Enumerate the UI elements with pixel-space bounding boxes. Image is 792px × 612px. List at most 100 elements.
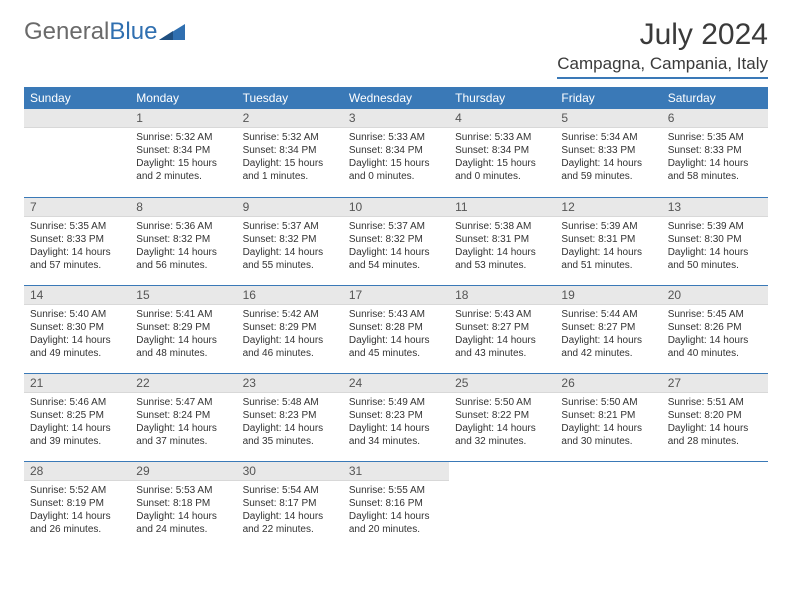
day-detail-line: Daylight: 14 hours <box>668 246 762 259</box>
day-detail-line: Sunset: 8:23 PM <box>349 409 443 422</box>
day-number: 2 <box>237 109 343 128</box>
week-row: 28Sunrise: 5:52 AMSunset: 8:19 PMDayligh… <box>24 461 768 549</box>
day-detail-line: and 58 minutes. <box>668 170 762 183</box>
weekday-header: Monday <box>130 87 236 109</box>
day-details: Sunrise: 5:37 AMSunset: 8:32 PMDaylight:… <box>237 217 343 278</box>
day-cell: 14Sunrise: 5:40 AMSunset: 8:30 PMDayligh… <box>24 285 130 373</box>
day-cell: 3Sunrise: 5:33 AMSunset: 8:34 PMDaylight… <box>343 109 449 197</box>
day-cell: 23Sunrise: 5:48 AMSunset: 8:23 PMDayligh… <box>237 373 343 461</box>
day-number: 17 <box>343 286 449 305</box>
day-cell: 24Sunrise: 5:49 AMSunset: 8:23 PMDayligh… <box>343 373 449 461</box>
day-number: 12 <box>555 198 661 217</box>
day-number: 1 <box>130 109 236 128</box>
day-number: 16 <box>237 286 343 305</box>
day-number: 4 <box>449 109 555 128</box>
day-number: 22 <box>130 374 236 393</box>
day-detail-line: Sunrise: 5:53 AM <box>136 484 230 497</box>
day-cell: 6Sunrise: 5:35 AMSunset: 8:33 PMDaylight… <box>662 109 768 197</box>
day-detail-line: Daylight: 14 hours <box>243 246 337 259</box>
day-detail-line: Daylight: 14 hours <box>668 422 762 435</box>
day-detail-line: and 53 minutes. <box>455 259 549 272</box>
day-cell: 7Sunrise: 5:35 AMSunset: 8:33 PMDaylight… <box>24 197 130 285</box>
day-details: Sunrise: 5:49 AMSunset: 8:23 PMDaylight:… <box>343 393 449 454</box>
day-detail-line: Sunrise: 5:50 AM <box>455 396 549 409</box>
day-detail-line: Sunrise: 5:43 AM <box>349 308 443 321</box>
day-details: Sunrise: 5:33 AMSunset: 8:34 PMDaylight:… <box>343 128 449 189</box>
day-number: 7 <box>24 198 130 217</box>
day-detail-line: Daylight: 14 hours <box>243 422 337 435</box>
day-detail-line: Daylight: 14 hours <box>136 422 230 435</box>
day-details: Sunrise: 5:35 AMSunset: 8:33 PMDaylight:… <box>662 128 768 189</box>
weekday-header: Saturday <box>662 87 768 109</box>
day-detail-line: Sunset: 8:16 PM <box>349 497 443 510</box>
day-detail-line: Sunset: 8:19 PM <box>30 497 124 510</box>
day-number: 23 <box>237 374 343 393</box>
day-detail-line: Sunset: 8:26 PM <box>668 321 762 334</box>
day-details: Sunrise: 5:39 AMSunset: 8:31 PMDaylight:… <box>555 217 661 278</box>
day-cell: 31Sunrise: 5:55 AMSunset: 8:16 PMDayligh… <box>343 461 449 549</box>
day-detail-line: Daylight: 14 hours <box>136 334 230 347</box>
day-details: Sunrise: 5:41 AMSunset: 8:29 PMDaylight:… <box>130 305 236 366</box>
day-detail-line: and 48 minutes. <box>136 347 230 360</box>
day-detail-line: Sunrise: 5:47 AM <box>136 396 230 409</box>
day-cell: 10Sunrise: 5:37 AMSunset: 8:32 PMDayligh… <box>343 197 449 285</box>
day-detail-line: Sunset: 8:27 PM <box>455 321 549 334</box>
day-detail-line: Sunrise: 5:55 AM <box>349 484 443 497</box>
day-detail-line: Sunset: 8:17 PM <box>243 497 337 510</box>
month-title: July 2024 <box>557 18 768 52</box>
day-details: Sunrise: 5:46 AMSunset: 8:25 PMDaylight:… <box>24 393 130 454</box>
calendar-table: Sunday Monday Tuesday Wednesday Thursday… <box>24 87 768 549</box>
logo: GeneralBlue <box>24 18 185 46</box>
day-number: 8 <box>130 198 236 217</box>
day-cell <box>24 109 130 197</box>
day-detail-line: Sunrise: 5:37 AM <box>349 220 443 233</box>
day-details: Sunrise: 5:43 AMSunset: 8:27 PMDaylight:… <box>449 305 555 366</box>
day-detail-line: and 54 minutes. <box>349 259 443 272</box>
day-detail-line: Sunrise: 5:41 AM <box>136 308 230 321</box>
location-underline <box>557 77 768 79</box>
day-detail-line: and 56 minutes. <box>136 259 230 272</box>
day-number-empty <box>24 109 130 128</box>
day-cell <box>662 461 768 549</box>
day-detail-line: and 57 minutes. <box>30 259 124 272</box>
day-detail-line: Sunrise: 5:33 AM <box>455 131 549 144</box>
day-number: 28 <box>24 462 130 481</box>
logo-text-general: General <box>24 18 109 46</box>
header: GeneralBlue July 2024 Campagna, Campania… <box>24 18 768 79</box>
day-detail-line: Sunset: 8:21 PM <box>561 409 655 422</box>
day-detail-line: Sunset: 8:34 PM <box>243 144 337 157</box>
day-details: Sunrise: 5:32 AMSunset: 8:34 PMDaylight:… <box>237 128 343 189</box>
day-detail-line: Daylight: 14 hours <box>349 422 443 435</box>
day-number: 5 <box>555 109 661 128</box>
day-detail-line: Sunset: 8:29 PM <box>136 321 230 334</box>
day-cell: 4Sunrise: 5:33 AMSunset: 8:34 PMDaylight… <box>449 109 555 197</box>
day-number: 19 <box>555 286 661 305</box>
day-detail-line: Sunset: 8:34 PM <box>455 144 549 157</box>
day-details: Sunrise: 5:55 AMSunset: 8:16 PMDaylight:… <box>343 481 449 542</box>
day-detail-line: and 24 minutes. <box>136 523 230 536</box>
day-number: 25 <box>449 374 555 393</box>
weekday-header: Sunday <box>24 87 130 109</box>
day-number: 15 <box>130 286 236 305</box>
day-cell: 5Sunrise: 5:34 AMSunset: 8:33 PMDaylight… <box>555 109 661 197</box>
day-details: Sunrise: 5:35 AMSunset: 8:33 PMDaylight:… <box>24 217 130 278</box>
day-number: 27 <box>662 374 768 393</box>
day-number: 30 <box>237 462 343 481</box>
day-detail-line: Sunrise: 5:52 AM <box>30 484 124 497</box>
day-cell: 2Sunrise: 5:32 AMSunset: 8:34 PMDaylight… <box>237 109 343 197</box>
logo-text-blue: Blue <box>109 18 157 46</box>
day-detail-line: Daylight: 14 hours <box>30 422 124 435</box>
day-detail-line: Sunrise: 5:38 AM <box>455 220 549 233</box>
day-detail-line: Sunset: 8:29 PM <box>243 321 337 334</box>
day-details: Sunrise: 5:37 AMSunset: 8:32 PMDaylight:… <box>343 217 449 278</box>
day-detail-line: and 30 minutes. <box>561 435 655 448</box>
day-detail-line: and 2 minutes. <box>136 170 230 183</box>
day-detail-line: Sunset: 8:33 PM <box>30 233 124 246</box>
day-detail-line: Sunrise: 5:42 AM <box>243 308 337 321</box>
day-detail-line: Sunrise: 5:37 AM <box>243 220 337 233</box>
day-detail-line: and 37 minutes. <box>136 435 230 448</box>
day-cell: 29Sunrise: 5:53 AMSunset: 8:18 PMDayligh… <box>130 461 236 549</box>
day-detail-line: and 46 minutes. <box>243 347 337 360</box>
day-detail-line: Sunset: 8:34 PM <box>136 144 230 157</box>
day-detail-line: Sunset: 8:34 PM <box>349 144 443 157</box>
